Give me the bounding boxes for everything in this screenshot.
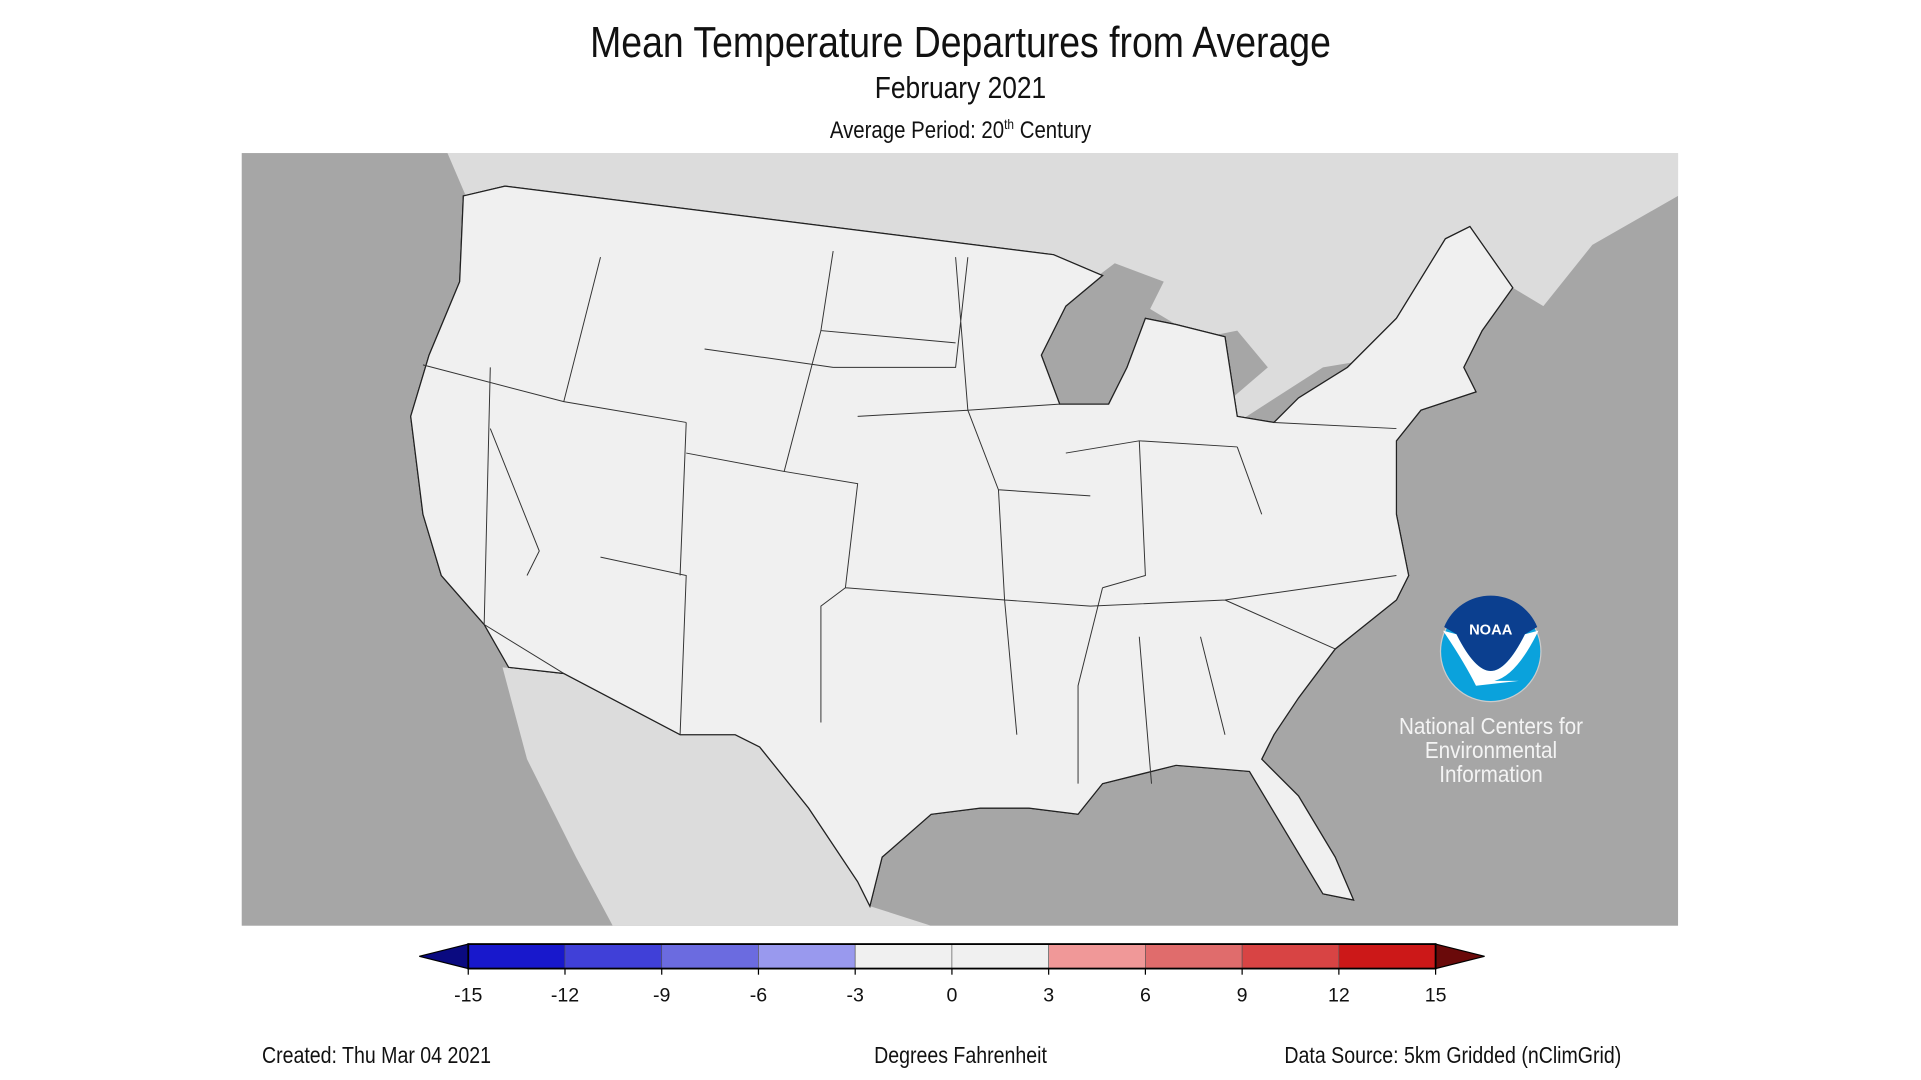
colorbar-tick-label: -15 <box>454 985 482 1007</box>
colorbar-segment <box>661 943 759 969</box>
colorbar-tick-label: -3 <box>846 985 864 1007</box>
colorbar: -15 -12 -9 -6 -3 0 3 6 9 12 15 <box>419 943 1485 1007</box>
noaa-logo: NOAA <box>1439 595 1542 703</box>
data-source: Data Source: 5km Gridded (nClimGrid) <box>1284 1042 1621 1068</box>
ncei-line: Environmental <box>1424 737 1558 763</box>
canada-land <box>447 153 1679 423</box>
average-period-prefix: Average Period: 20 <box>829 117 1005 144</box>
map-title: Mean Temperature Departures from Average <box>590 18 1331 67</box>
average-period-sup: th <box>1004 116 1015 132</box>
average-period-suffix: Century <box>1014 117 1092 144</box>
colorbar-tick-label: -12 <box>551 985 579 1007</box>
state-boundaries <box>422 250 1397 784</box>
colorbar-tick-label: 6 <box>1140 985 1151 1007</box>
colorbar-segment <box>1241 943 1340 969</box>
colorbar-segment <box>1338 943 1436 969</box>
colorbar-segment <box>854 943 953 969</box>
colorbar-tick-label: 12 <box>1328 985 1350 1007</box>
colorbar-segment <box>1048 943 1146 969</box>
ncei-name: National Centers for Environmental Infor… <box>1356 714 1626 786</box>
colorbar-segment <box>758 943 856 969</box>
colorbar-segment <box>467 943 566 969</box>
colorbar-tick-label: 3 <box>1043 985 1054 1007</box>
colorbar-segment <box>1145 943 1243 969</box>
map-subtitle: February 2021 <box>874 70 1047 105</box>
colorbar-tick-label: 9 <box>1237 985 1248 1007</box>
ncei-line: Information <box>1439 761 1543 787</box>
created-date: Created: Thu Mar 04 2021 <box>262 1042 491 1068</box>
colorbar-tick-label: -6 <box>750 985 768 1007</box>
colorbar-tick-label: 0 <box>946 985 957 1007</box>
average-period: Average Period: 20th Century <box>144 116 1777 145</box>
noaa-logo-text: NOAA <box>1469 622 1513 638</box>
colorbar-tick-label: 15 <box>1425 985 1447 1007</box>
colorbar-tick-label: -9 <box>653 985 670 1007</box>
units-label: Degrees Fahrenheit <box>874 1042 1047 1068</box>
colorbar-under-arrow <box>419 943 469 970</box>
colorbar-segment <box>564 943 663 969</box>
mexico-land <box>502 667 932 926</box>
colorbar-segment <box>951 943 1049 969</box>
ncei-line: National Centers for <box>1398 713 1584 739</box>
colorbar-over-arrow <box>1434 943 1485 970</box>
